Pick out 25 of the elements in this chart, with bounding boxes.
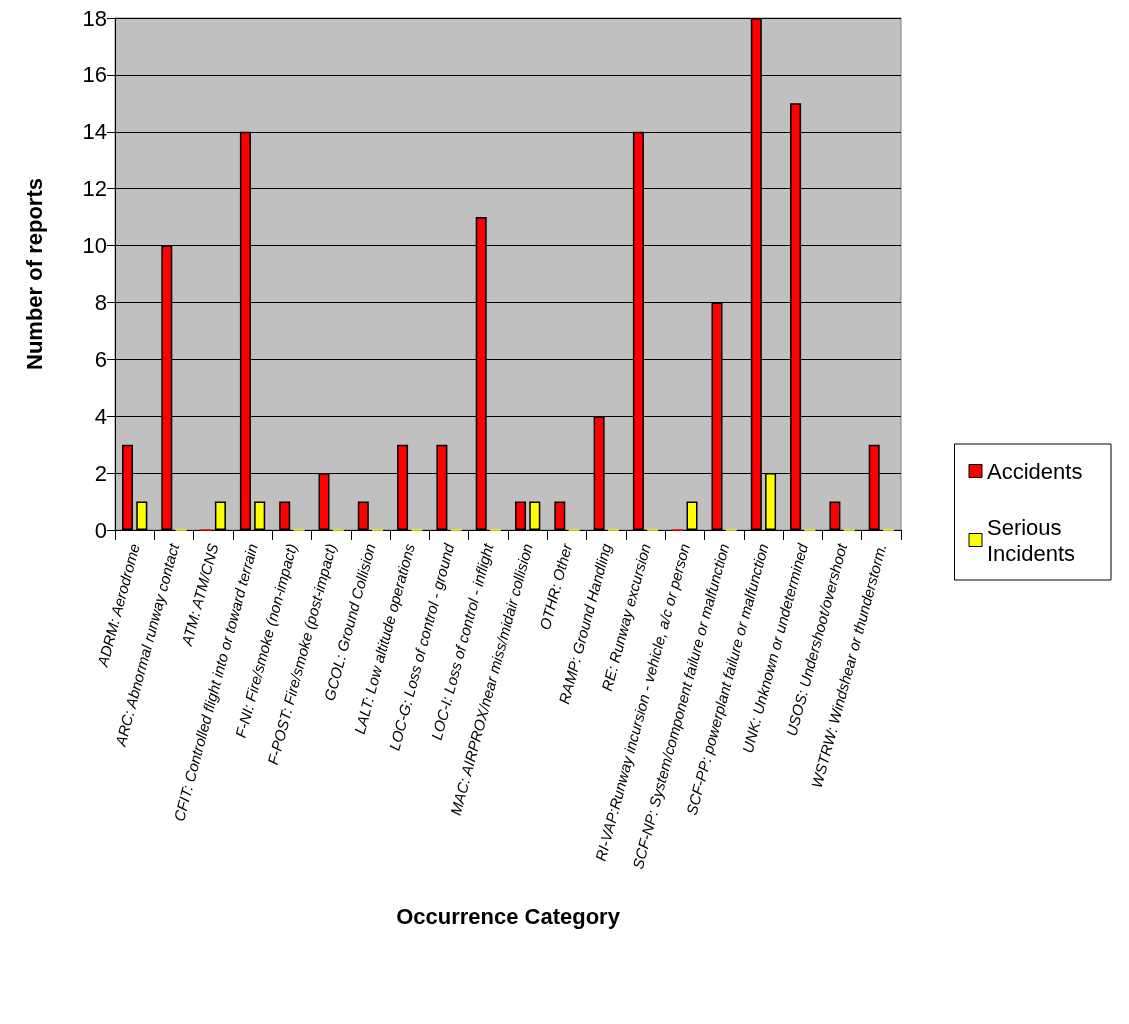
legend-label: Accidents xyxy=(987,458,1083,484)
y-tick-label: 6 xyxy=(94,346,107,372)
bar xyxy=(254,501,266,530)
y-tick-label: 16 xyxy=(82,62,107,88)
bar xyxy=(529,501,541,530)
y-axis-title: Number of reports xyxy=(21,178,47,370)
bar xyxy=(515,501,526,530)
bar xyxy=(279,501,291,530)
bar xyxy=(686,501,698,530)
bar xyxy=(136,501,148,530)
bar xyxy=(554,501,566,530)
y-tick-label: 0 xyxy=(94,517,107,543)
legend-label: Serious Incidents xyxy=(987,514,1076,566)
y-tick-label: 10 xyxy=(82,233,107,259)
y-tick-label: 2 xyxy=(94,460,107,486)
x-axis-title: Occurrence Category xyxy=(396,903,621,929)
y-tick-label: 12 xyxy=(82,176,107,202)
bar xyxy=(214,501,226,530)
x-tick-label: OTHR: Other xyxy=(535,540,576,632)
y-tick-label: 8 xyxy=(94,289,107,315)
bar xyxy=(829,501,841,530)
y-tick-label: 14 xyxy=(82,119,107,145)
y-tick-label: 4 xyxy=(94,403,107,429)
bar xyxy=(357,501,369,530)
y-tick-label: 18 xyxy=(82,5,107,31)
